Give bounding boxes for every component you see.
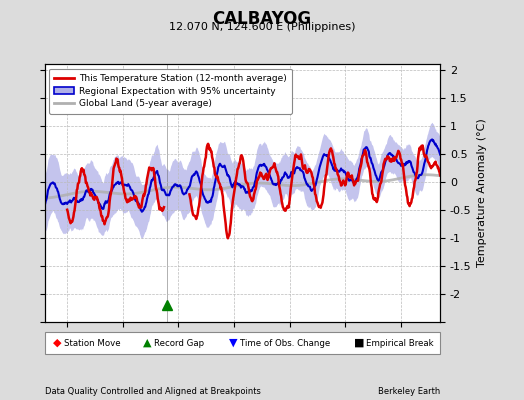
Text: ▲: ▲ [143,338,151,348]
Text: Station Move: Station Move [64,338,121,348]
Text: CALBAYOG: CALBAYOG [212,10,312,28]
Text: Data Quality Controlled and Aligned at Breakpoints: Data Quality Controlled and Aligned at B… [45,387,260,396]
Y-axis label: Temperature Anomaly (°C): Temperature Anomaly (°C) [477,119,487,267]
Text: ▼: ▼ [229,338,237,348]
Legend: This Temperature Station (12-month average), Regional Expectation with 95% uncer: This Temperature Station (12-month avera… [49,68,292,114]
Text: Empirical Break: Empirical Break [366,338,433,348]
Text: Record Gap: Record Gap [154,338,204,348]
Text: 12.070 N, 124.600 E (Philippines): 12.070 N, 124.600 E (Philippines) [169,22,355,32]
Text: ■: ■ [354,338,364,348]
Text: Time of Obs. Change: Time of Obs. Change [240,338,330,348]
Text: ◆: ◆ [53,338,62,348]
Text: Berkeley Earth: Berkeley Earth [378,387,440,396]
